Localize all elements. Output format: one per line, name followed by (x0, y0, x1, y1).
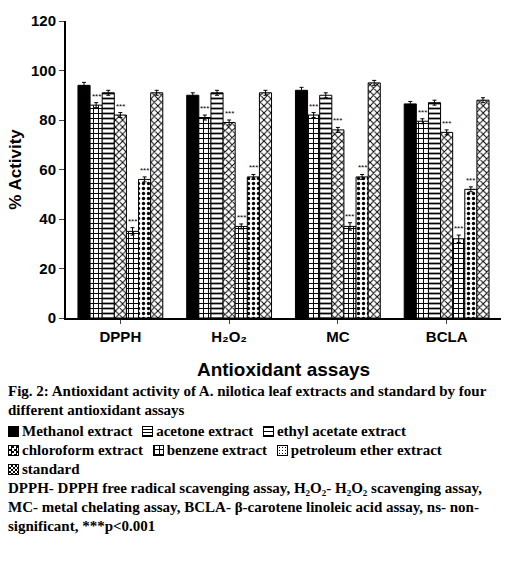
svg-text:***: *** (345, 212, 354, 221)
svg-text:***: *** (442, 119, 451, 128)
svg-text:***: *** (116, 102, 125, 111)
svg-text:***: *** (309, 102, 318, 111)
html-text:ethyl acetate extract: ethyl acetate extract (276, 423, 406, 439)
html-text:DPPH- DPPH free radical scaven: DPPH- DPPH free radical scavenging assay… (8, 480, 482, 534)
svg-text:0: 0 (48, 309, 56, 326)
svg-text:***: *** (358, 163, 367, 172)
svg-text:100: 100 (31, 62, 56, 79)
html-text:Methanol extract: Methanol extract (22, 423, 133, 439)
svg-text:***: *** (92, 92, 101, 101)
svg-text:***: *** (454, 224, 463, 233)
svg-text:***: *** (466, 176, 475, 185)
svg-text:40: 40 (39, 210, 56, 227)
svg-text:MC: MC (326, 328, 349, 345)
svg-text:***: *** (225, 109, 234, 118)
svg-text:Antioxidant assays: Antioxidant assays (197, 359, 370, 380)
html-text:chloroform extract: chloroform extract (22, 442, 143, 458)
svg-text:***: *** (200, 104, 209, 113)
svg-text:***: *** (140, 166, 149, 175)
svg-text:***: *** (249, 163, 258, 172)
svg-text:120: 120 (31, 12, 56, 29)
svg-text:60: 60 (39, 161, 56, 178)
svg-text:BCLA: BCLA (426, 328, 468, 345)
html-text:Fig. 2: Antioxidant activity o: Fig. 2: Antioxidant activity of A. nilot… (8, 383, 487, 418)
html-text:petroleum ether extract: petroleum ether extract (290, 442, 442, 458)
svg-text:20: 20 (39, 260, 56, 277)
svg-text:***: *** (237, 213, 246, 222)
svg-text:DPPH: DPPH (100, 328, 142, 345)
svg-text:H₂O₂: H₂O₂ (211, 328, 247, 345)
html-text:acetone extract: acetone extract (156, 423, 254, 439)
svg-text:***: *** (418, 108, 427, 117)
svg-text:***: *** (128, 217, 137, 226)
svg-text:***: *** (333, 116, 342, 125)
html-text:benzene extract: benzene extract (166, 442, 267, 458)
svg-text:% Activity: % Activity (6, 129, 25, 210)
svg-text:80: 80 (39, 111, 56, 128)
html-text:standard: standard (22, 461, 80, 477)
